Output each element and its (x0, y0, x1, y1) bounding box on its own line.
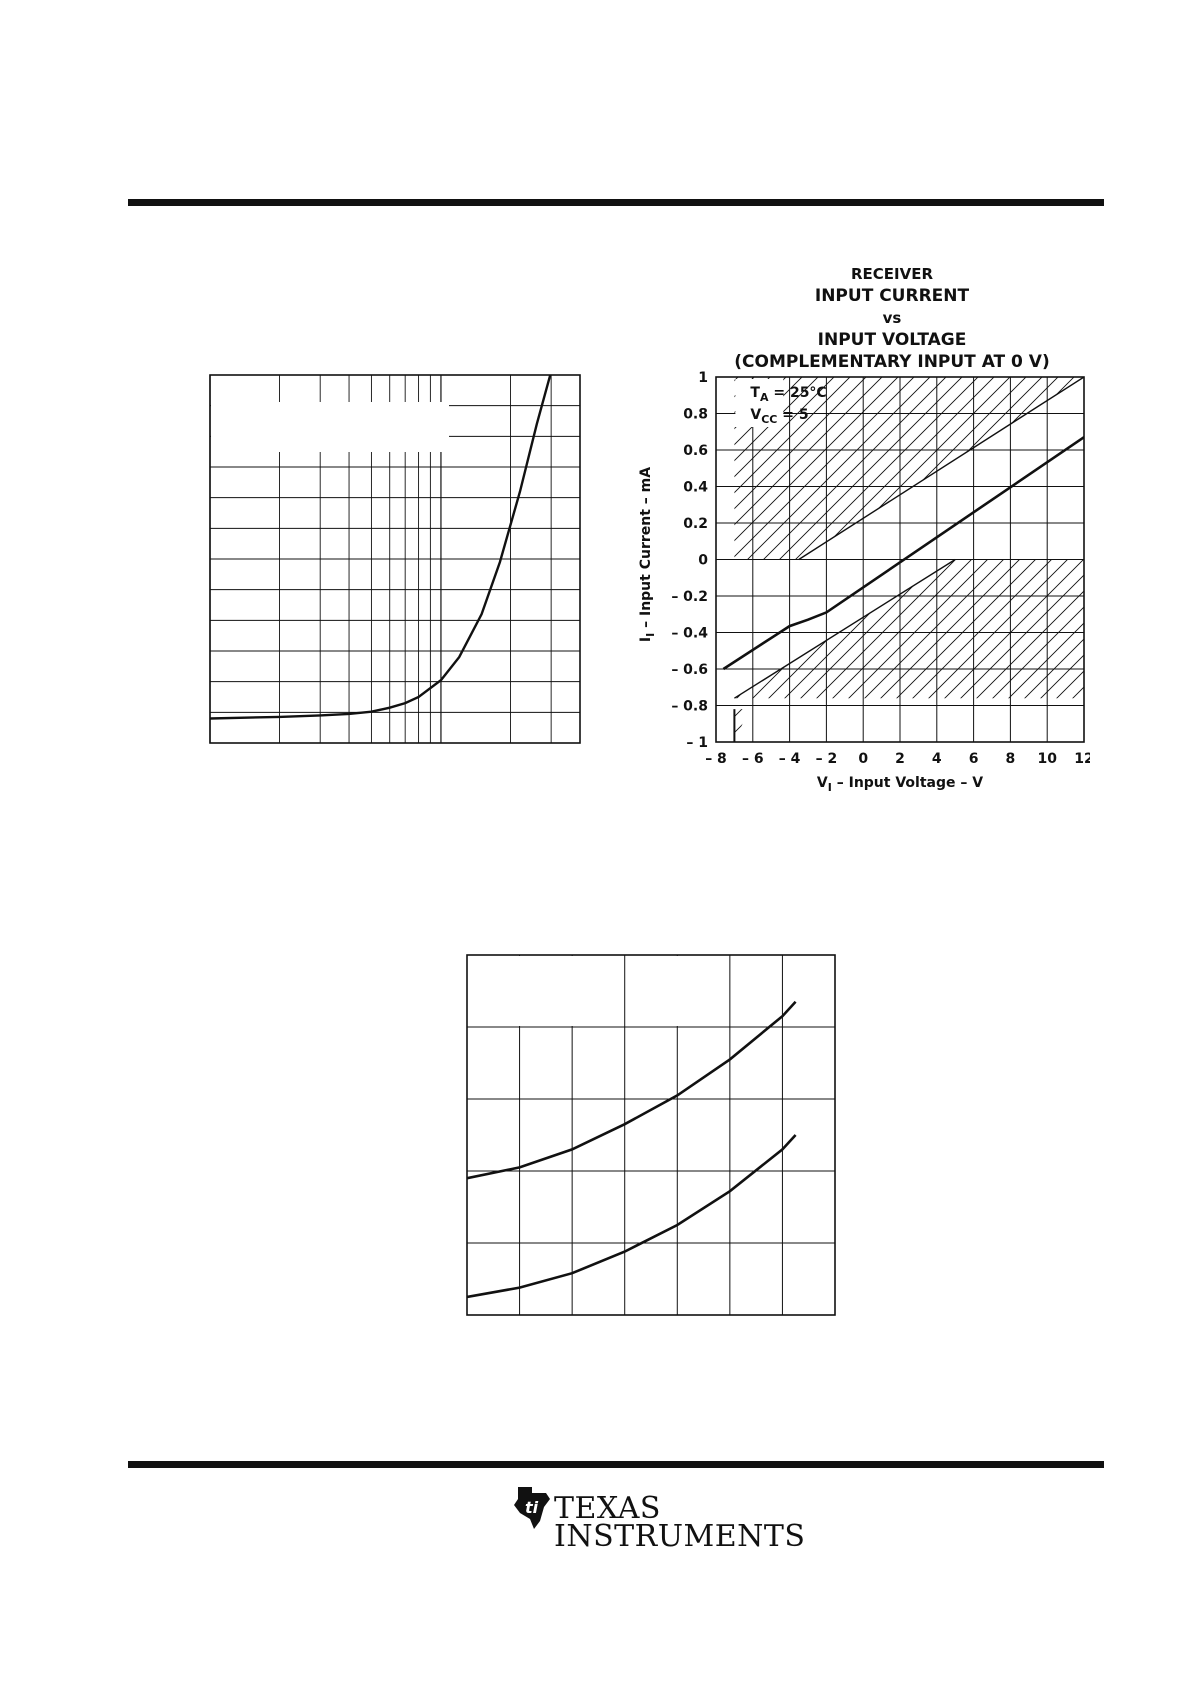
brand-line-1: TEXAS (554, 1491, 661, 1526)
bound-line (734, 558, 956, 699)
series-line (467, 1000, 797, 1180)
hatch-region-lower (734, 559, 1084, 699)
brand-line-2: INSTRUMENTS (554, 1519, 806, 1554)
y-axis-label-main: I (638, 637, 654, 642)
y-tick-label: – 0.8 (671, 699, 708, 715)
x-axis-label-rest: – Input Voltage – V (832, 775, 983, 791)
y-tick-label: – 0.2 (671, 589, 708, 605)
ti-state-icon: ti (514, 1487, 550, 1529)
annotation-vcc-value: = 5 (777, 407, 808, 423)
x-axis-label: VI – Input Voltage – V (817, 775, 983, 794)
x-axis-label-main: V (817, 775, 828, 791)
x-tick-label: – 8 (705, 751, 727, 767)
plot-frame (466, 954, 836, 1316)
title-line: (COMPLEMENTARY INPUT AT 0 V) (734, 352, 1049, 372)
chart-two-curves (466, 954, 836, 1316)
x-tick-label: 6 (969, 751, 979, 767)
y-tick-label: 0 (698, 553, 708, 569)
x-tick-label: 0 (858, 751, 868, 767)
y-tick-label: – 0.4 (671, 626, 708, 642)
x-tick-label: 10 (1037, 751, 1057, 767)
annotation-ta-main: T (750, 385, 760, 401)
x-tick-label: 2 (895, 751, 905, 767)
title-line: vs (883, 309, 902, 327)
series-line (467, 1134, 797, 1299)
hatch-region-upper (734, 377, 1084, 560)
series-line (722, 436, 1084, 671)
title-line: RECEIVER (851, 265, 933, 283)
chart-log-current (209, 374, 581, 744)
ti-logo: ti TEXAS INSTRUMENTS (510, 1475, 805, 1555)
x-tick-label: 12 (1074, 751, 1090, 767)
gap-mask (674, 956, 681, 1026)
x-tick-label: – 6 (742, 751, 764, 767)
y-tick-label: 0.2 (683, 516, 708, 532)
title-line: INPUT VOLTAGE (818, 330, 967, 350)
y-tick-label: 0.4 (683, 480, 708, 496)
legend-blank (211, 402, 449, 452)
annotation-vcc: VCC = 5 (750, 407, 808, 426)
plot-frame (715, 376, 1085, 743)
svg-text:ti: ti (525, 1498, 539, 1517)
bound-line (798, 377, 1084, 561)
y-tick-label: 0.6 (683, 443, 708, 459)
x-tick-label: 8 (1006, 751, 1016, 767)
annotation-vcc-main: V (750, 407, 761, 423)
y-tick-label: 1 (698, 370, 708, 386)
annotation-box (735, 379, 784, 427)
legend-blank (468, 956, 624, 1026)
chart-receiver-input-current: RECEIVER INPUT CURRENT vs INPUT VOLTAGE(COM… (638, 265, 1090, 794)
header-rule (128, 199, 1104, 206)
y-tick-label: 0.8 (683, 407, 708, 423)
series-line (210, 375, 552, 720)
y-axis-label: II – Input Current – mA (638, 467, 657, 642)
y-axis-label-sub: I (644, 633, 657, 637)
y-tick-label: – 1 (686, 735, 708, 751)
title-line: INPUT CURRENT (815, 286, 970, 306)
annotation-ta-sub: A (760, 391, 769, 404)
x-tick-label: – 2 (816, 751, 838, 767)
x-tick-label: – 4 (779, 751, 801, 767)
x-axis-label-sub: I (828, 781, 832, 794)
hatch-region-corner (734, 709, 750, 742)
annotation-ta-value: = 25°C (768, 385, 826, 401)
annotation-ta: TA = 25°C (750, 385, 826, 404)
y-tick-label: – 0.6 (671, 662, 708, 678)
footer-rule (128, 1461, 1104, 1468)
x-tick-label: 4 (932, 751, 942, 767)
annotation-vcc-sub: CC (761, 413, 777, 426)
plot-frame (209, 374, 581, 744)
y-axis-label-rest: – Input Current – mA (638, 467, 654, 633)
